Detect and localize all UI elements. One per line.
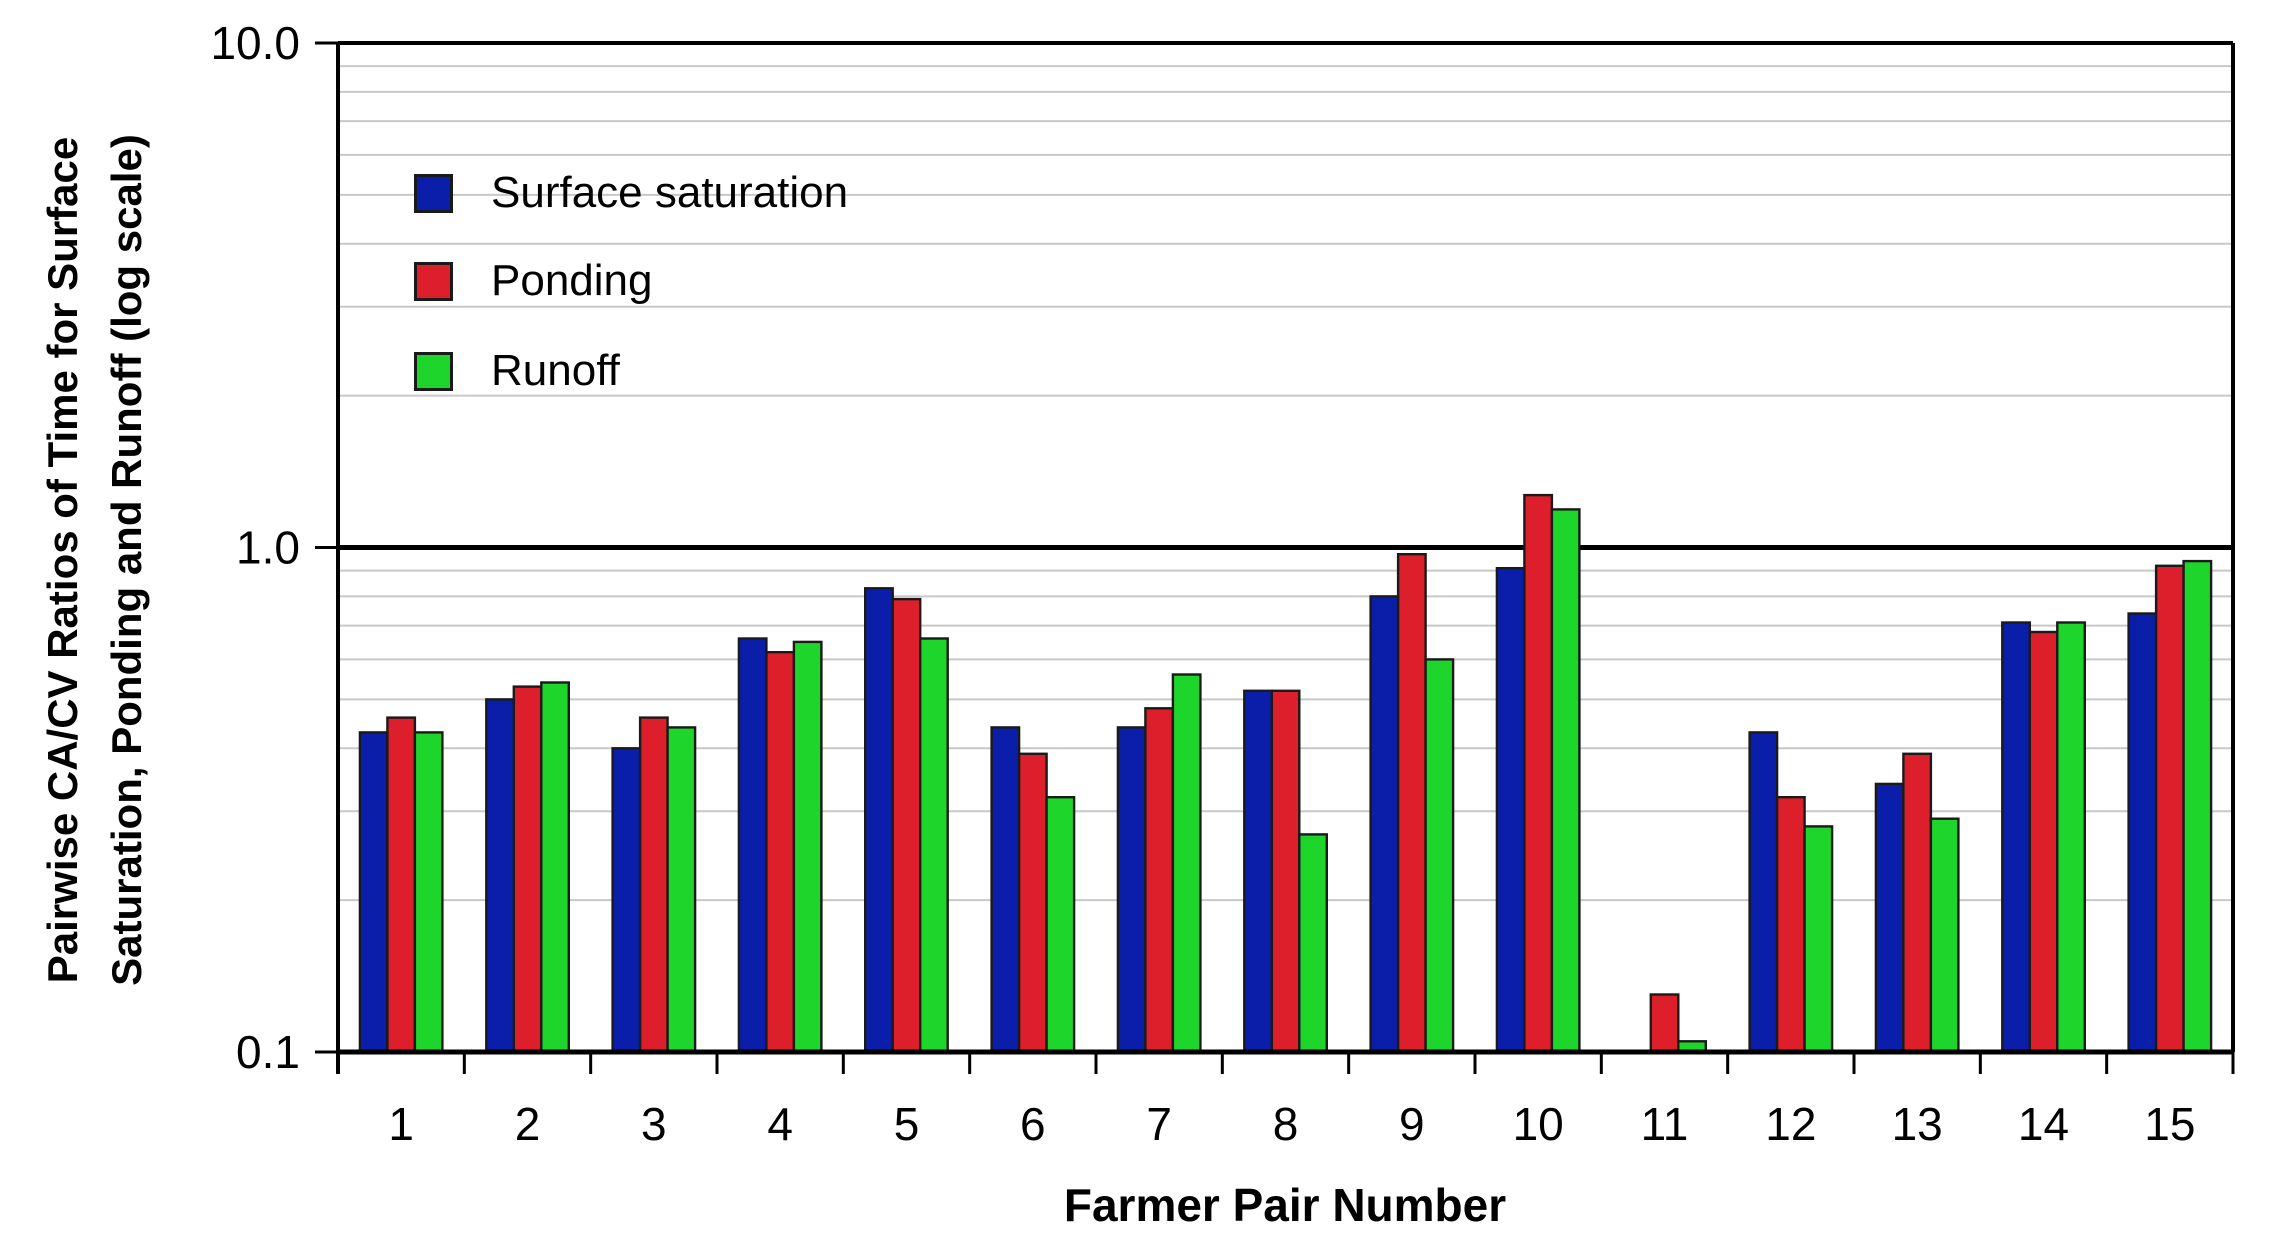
bar-runoff-pair-13 <box>1929 817 1960 1054</box>
bar-ponding-pair-8 <box>1270 689 1301 1054</box>
x-tick-label: 10 <box>1513 1098 1564 1150</box>
bar-runoff-pair-2 <box>540 681 570 1054</box>
bar-surface-saturation-pair-13 <box>1874 782 1905 1054</box>
y-axis-title-line2: Saturation, Ponding and Runoff (log scal… <box>103 134 150 986</box>
bar-surface-saturation-pair-9 <box>1369 595 1400 1054</box>
bar-surface-saturation-pair-4 <box>737 637 768 1054</box>
y-tick-label: 10.0 <box>210 17 300 69</box>
x-tick-label: 5 <box>894 1098 920 1150</box>
bar-surface-saturation-pair-5 <box>864 587 894 1054</box>
bar-ponding-pair-14 <box>2028 630 2059 1054</box>
bar-runoff-pair-12 <box>1803 825 1834 1054</box>
x-tick-label: 6 <box>1020 1098 1046 1150</box>
y-tick-label: 1.0 <box>236 522 300 574</box>
bar-runoff-pair-4 <box>792 640 823 1054</box>
x-axis-title: Farmer Pair Number <box>1063 1179 1507 1231</box>
x-tick-label: 3 <box>641 1098 667 1150</box>
legend-label: Ponding <box>491 256 653 305</box>
bar-ponding-pair-4 <box>765 651 796 1054</box>
bar-ponding-pair-10 <box>1523 493 1554 1054</box>
y-axis-title-line1: Pairwise CA/CV Ratios of Time for Surfac… <box>39 136 86 984</box>
bar-runoff-pair-6 <box>1045 796 1076 1054</box>
y-tick-label: 0.1 <box>236 1026 300 1078</box>
bar-runoff-pair-14 <box>2056 621 2087 1054</box>
bar-surface-saturation-pair-7 <box>1116 726 1147 1054</box>
bar-runoff-pair-9 <box>1424 658 1455 1054</box>
bar-surface-saturation-pair-15 <box>2127 612 2158 1054</box>
bar-ponding-pair-12 <box>1775 796 1806 1054</box>
y-axis-title: Pairwise CA/CV Ratios of Time for Surfac… <box>31 0 159 1160</box>
legend-swatch-ponding-icon <box>414 261 453 301</box>
bar-ponding-pair-6 <box>1017 752 1048 1054</box>
bar-runoff-pair-7 <box>1171 673 1202 1054</box>
legend-swatch-runoff-icon <box>414 351 453 391</box>
bar-surface-saturation-pair-3 <box>611 747 642 1054</box>
legend-item-runoff: Runoff <box>414 344 620 398</box>
bar-ponding-pair-5 <box>891 597 922 1054</box>
bar-runoff-pair-10 <box>1550 508 1581 1054</box>
x-tick-label: 15 <box>2144 1098 2195 1150</box>
bar-runoff-pair-3 <box>666 726 697 1054</box>
bar-ponding-pair-9 <box>1396 553 1427 1054</box>
bar-ponding-pair-3 <box>638 716 669 1054</box>
x-tick-label: 9 <box>1399 1098 1425 1150</box>
legend-label: Runoff <box>491 346 620 395</box>
bar-surface-saturation-pair-14 <box>2001 621 2032 1054</box>
bar-ponding-pair-7 <box>1144 707 1175 1054</box>
bar-runoff-pair-8 <box>1298 833 1329 1054</box>
bar-surface-saturation-pair-1 <box>358 731 389 1054</box>
bar-ponding-pair-1 <box>386 716 417 1054</box>
x-tick-label: 12 <box>1765 1098 1816 1150</box>
bar-surface-saturation-pair-8 <box>1243 689 1274 1054</box>
x-tick-label: 1 <box>388 1098 414 1150</box>
legend-item-ponding: Ponding <box>414 254 652 308</box>
x-tick-label: 4 <box>767 1098 793 1150</box>
bar-ponding-pair-15 <box>2154 564 2185 1054</box>
bar-runoff-pair-1 <box>413 731 444 1054</box>
x-tick-label: 7 <box>1146 1098 1172 1150</box>
legend-label: Surface saturation <box>491 168 849 217</box>
bar-surface-saturation-pair-6 <box>990 726 1021 1054</box>
legend-swatch-surface-saturation-icon <box>414 173 453 213</box>
x-tick-label: 11 <box>1641 1098 1689 1150</box>
legend-item-surface-saturation: Surface saturation <box>414 166 848 220</box>
x-tick-label: 2 <box>515 1098 541 1150</box>
bar-ponding-pair-2 <box>512 685 543 1054</box>
bar-surface-saturation-pair-10 <box>1495 567 1526 1054</box>
bar-runoff-pair-5 <box>919 637 949 1054</box>
x-tick-label: 14 <box>2018 1098 2069 1150</box>
bar-surface-saturation-pair-2 <box>485 698 515 1054</box>
bar-ponding-pair-13 <box>1902 752 1933 1054</box>
bar-runoff-pair-15 <box>2182 559 2213 1054</box>
x-tick-label: 8 <box>1273 1098 1299 1150</box>
bar-surface-saturation-pair-12 <box>1748 731 1779 1054</box>
bar-ponding-pair-11 <box>1649 993 1680 1054</box>
x-tick-label: 13 <box>1892 1098 1943 1150</box>
